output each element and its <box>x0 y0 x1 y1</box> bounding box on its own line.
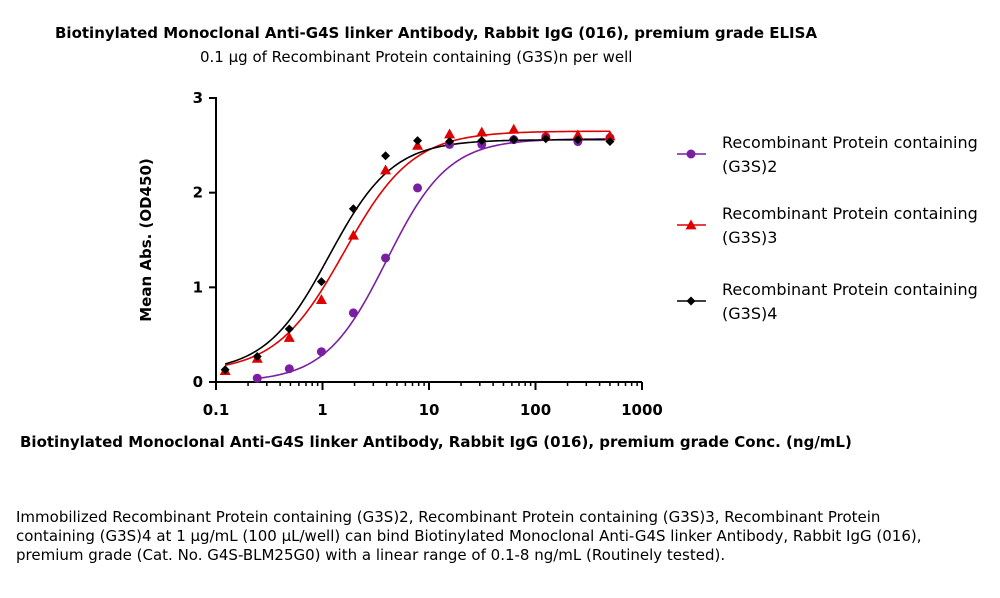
legend-marker-series-1 <box>686 149 696 159</box>
data-point-series-3 <box>509 135 519 145</box>
y-tick-label: 1 <box>193 278 203 296</box>
fit-curve-series-2 <box>225 130 610 367</box>
chart-subtitle: 0.1 μg of Recombinant Protein containing… <box>200 48 632 66</box>
x-tick-label: 0.1 <box>203 401 230 419</box>
data-point-series-2 <box>476 126 488 137</box>
data-point-series-3 <box>413 136 423 146</box>
fit-curve-series-1 <box>257 138 610 380</box>
data-point-series-1 <box>316 347 326 357</box>
fit-curve-series-3 <box>224 138 610 365</box>
y-tick-label: 3 <box>193 89 203 107</box>
x-tick-label: 1 <box>317 401 327 419</box>
data-point-series-2 <box>508 123 520 134</box>
data-point-series-1 <box>348 308 358 318</box>
data-point-series-1 <box>413 183 423 193</box>
data-point-series-2 <box>380 164 392 175</box>
x-axis-label: Biotinylated Monoclonal Anti-G4S linker … <box>20 433 852 451</box>
figure-caption: Immobilized Recombinant Protein containi… <box>16 508 922 564</box>
data-point-series-1 <box>381 253 391 263</box>
legend-marker-series-2 <box>685 219 697 230</box>
x-tick-label: 100 <box>520 401 551 419</box>
data-point-series-3 <box>445 137 455 147</box>
data-point-series-2 <box>283 332 295 342</box>
legend-label-series-1: Recombinant Protein containing <box>722 133 978 152</box>
data-point-series-3 <box>573 135 583 145</box>
data-point-series-3 <box>252 351 262 361</box>
x-tick-label: 10 <box>419 401 440 419</box>
data-point-series-3 <box>348 204 358 214</box>
data-point-series-2 <box>444 128 456 139</box>
legend-label-series-3: (G3S)4 <box>722 304 777 323</box>
data-point-series-3 <box>605 137 615 147</box>
legend-label-series-3: Recombinant Protein containing <box>722 280 978 299</box>
x-tick-label: 1000 <box>621 401 663 419</box>
chart-title: Biotinylated Monoclonal Anti-G4S linker … <box>55 24 817 42</box>
data-point-series-1 <box>252 373 262 383</box>
legend-label-series-2: (G3S)3 <box>722 228 777 247</box>
y-tick-label: 2 <box>193 184 203 202</box>
y-axis-label: Mean Abs. (OD450) <box>137 158 155 322</box>
data-point-series-1 <box>284 364 294 374</box>
data-markers <box>219 123 616 383</box>
y-tick-label: 0 <box>193 373 203 391</box>
data-point-series-2 <box>347 229 359 240</box>
data-point-series-3 <box>220 365 230 375</box>
data-point-series-3 <box>477 136 487 146</box>
legend: Recombinant Protein containing (G3S)2 Reco… <box>677 133 978 323</box>
data-point-series-3 <box>541 134 551 144</box>
data-point-series-3 <box>316 277 326 287</box>
legend-label-series-2: Recombinant Protein containing <box>722 204 978 223</box>
data-point-series-2 <box>572 129 584 140</box>
data-point-series-2 <box>315 294 327 305</box>
fit-curves <box>224 130 610 380</box>
data-point-series-3 <box>381 151 391 161</box>
elisa-chart: Biotinylated Monoclonal Anti-G4S linker … <box>20 24 978 451</box>
data-point-series-2 <box>604 130 616 141</box>
axes: 0 1 2 3 0.1 1 10 100 1000 <box>193 89 663 419</box>
legend-label-series-1: (G3S)2 <box>722 157 777 176</box>
data-point-series-3 <box>284 324 294 334</box>
legend-marker-series-3 <box>686 296 696 306</box>
